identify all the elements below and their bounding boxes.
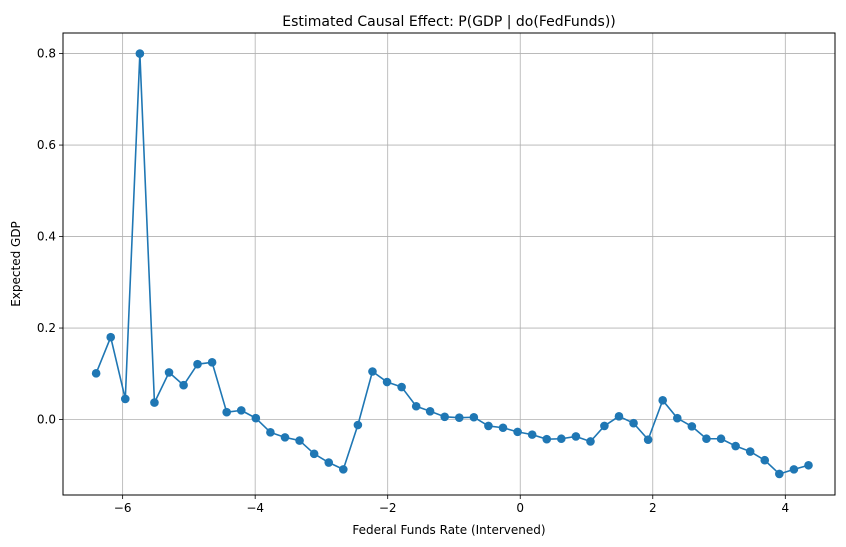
x-tick-label: 2 xyxy=(649,501,657,515)
data-point xyxy=(702,434,711,444)
data-point xyxy=(672,413,682,423)
data-point xyxy=(469,412,479,422)
y-tick-label: 0.2 xyxy=(37,321,56,335)
data-point xyxy=(266,428,275,437)
data-point xyxy=(295,436,304,445)
data-point xyxy=(716,434,726,444)
y-axis-label: Expected GDP xyxy=(9,221,23,307)
data-point xyxy=(222,407,231,417)
y-tick-label: 0.4 xyxy=(37,230,56,244)
data-point xyxy=(280,433,290,442)
data-point xyxy=(339,465,348,474)
data-point xyxy=(91,369,101,378)
data-point xyxy=(760,455,770,465)
data-point xyxy=(193,359,202,369)
y-tick-label: 0.0 xyxy=(37,413,56,427)
data-point xyxy=(557,434,566,444)
data-point xyxy=(804,460,813,470)
data-point xyxy=(571,432,581,441)
data-point xyxy=(120,394,130,404)
data-point xyxy=(454,413,464,422)
data-point xyxy=(150,398,159,407)
data-point xyxy=(789,465,799,474)
data-point xyxy=(513,427,522,437)
data-point xyxy=(425,406,435,416)
data-point xyxy=(179,380,188,390)
data-point xyxy=(775,469,784,479)
data-point xyxy=(586,437,595,446)
data-point xyxy=(614,412,624,421)
data-point xyxy=(135,49,145,58)
y-tick-label: 0.6 xyxy=(37,138,56,152)
data-point xyxy=(687,422,697,431)
data-point xyxy=(106,332,116,342)
data-point xyxy=(353,420,363,430)
data-point xyxy=(731,441,740,451)
data-point xyxy=(542,434,552,444)
data-point xyxy=(411,401,421,411)
x-axis-label: Federal Funds Rate (Intervened) xyxy=(352,523,545,537)
data-point xyxy=(324,458,334,467)
data-point xyxy=(745,447,755,456)
data-point xyxy=(309,449,319,459)
data-point xyxy=(440,412,449,422)
grid-lines xyxy=(63,33,835,495)
x-tick-label: −4 xyxy=(246,501,264,515)
data-point xyxy=(484,421,493,431)
x-tick-label: −6 xyxy=(114,501,132,515)
x-tick-label: −2 xyxy=(379,501,397,515)
axis-ticks: −6 −4 −2 0 2 4 0.0 0.2 0.4 0.6 0.8 xyxy=(37,47,789,515)
data-point xyxy=(164,368,174,377)
data-point xyxy=(527,430,537,439)
data-point xyxy=(382,377,392,387)
data-point xyxy=(397,382,406,392)
x-tick-label: 4 xyxy=(781,501,789,515)
x-tick-label: 0 xyxy=(516,501,524,515)
data-point xyxy=(658,396,668,405)
data-point xyxy=(629,418,638,428)
y-tick-label: 0.8 xyxy=(37,47,56,61)
data-point xyxy=(643,435,653,444)
plot-frame xyxy=(62,32,836,496)
series-layer xyxy=(91,49,813,479)
series-line xyxy=(95,52,809,475)
data-point xyxy=(207,358,217,367)
data-point xyxy=(251,413,261,423)
data-point xyxy=(600,421,609,431)
data-point xyxy=(498,423,508,433)
data-point xyxy=(236,406,246,415)
chart-title: Estimated Causal Effect: P(GDP | do(FedF… xyxy=(282,14,616,30)
data-point xyxy=(368,367,377,376)
